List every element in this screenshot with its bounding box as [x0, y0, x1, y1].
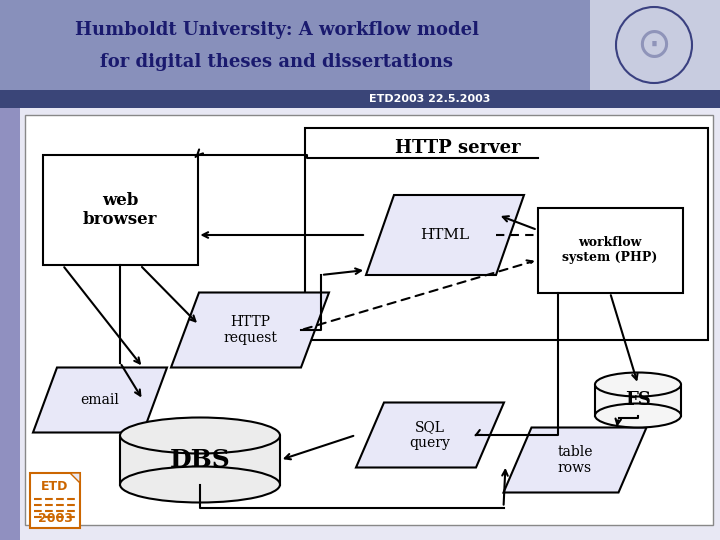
Text: FS: FS — [625, 391, 651, 409]
Text: table
rows: table rows — [557, 445, 593, 475]
Bar — [25, 115, 713, 525]
Text: for digital theses and dissertations: for digital theses and dissertations — [100, 53, 453, 71]
Bar — [0, 108, 720, 540]
Text: ETD: ETD — [41, 481, 68, 494]
Bar — [42, 155, 197, 265]
Ellipse shape — [120, 417, 280, 454]
Text: email: email — [81, 393, 120, 407]
Text: workflow
system (PHP): workflow system (PHP) — [562, 236, 657, 264]
Bar — [590, 0, 720, 90]
Text: web
browser: web browser — [83, 192, 157, 228]
Bar — [0, 0, 720, 90]
Text: HTTP
request: HTTP request — [223, 315, 277, 345]
Text: ⊙: ⊙ — [636, 24, 672, 66]
Bar — [120, 435, 280, 484]
FancyBboxPatch shape — [30, 473, 80, 528]
Polygon shape — [33, 368, 167, 433]
Polygon shape — [171, 293, 329, 368]
Ellipse shape — [595, 403, 681, 428]
Bar — [595, 384, 681, 415]
Bar — [538, 207, 683, 293]
Polygon shape — [503, 428, 647, 492]
Text: DBS: DBS — [170, 448, 230, 472]
Bar — [305, 128, 708, 340]
Bar — [0, 108, 20, 540]
Polygon shape — [70, 473, 80, 483]
Ellipse shape — [120, 467, 280, 503]
Text: Humboldt University: A workflow model: Humboldt University: A workflow model — [75, 21, 479, 39]
Text: 2003: 2003 — [37, 511, 73, 524]
Polygon shape — [366, 195, 524, 275]
Text: HTML: HTML — [420, 228, 469, 242]
Ellipse shape — [595, 373, 681, 396]
Text: SQL
query: SQL query — [410, 420, 451, 450]
Text: HTTP server: HTTP server — [395, 139, 521, 157]
Bar — [0, 90, 720, 108]
Text: ETD2003 22.5.2003: ETD2003 22.5.2003 — [369, 94, 491, 104]
Polygon shape — [356, 402, 504, 468]
